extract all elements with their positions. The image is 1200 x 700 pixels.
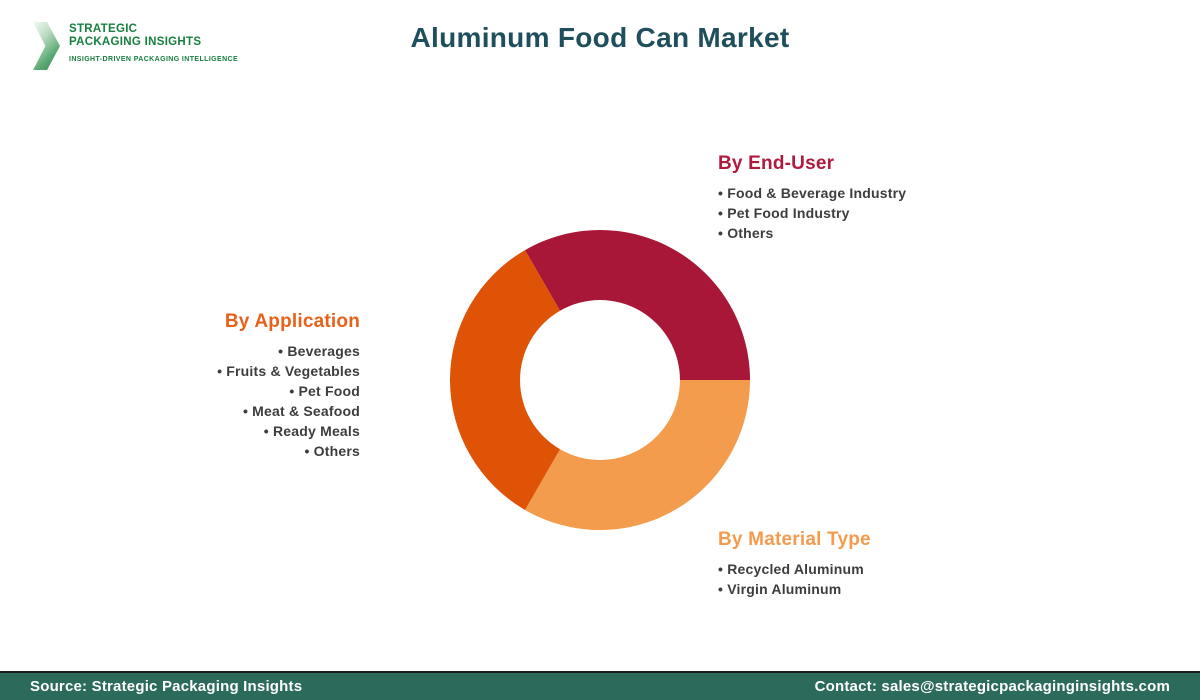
segment-list-material-type: Recycled AluminumVirgin Aluminum xyxy=(718,559,998,599)
list-item: Others xyxy=(120,441,360,461)
segment-heading-material-type: By Material Type xyxy=(718,529,871,550)
segment-heading-end-user: By End-User xyxy=(718,153,835,174)
brand-tagline: INSIGHT-DRIVEN PACKAGING INTELLIGENCE xyxy=(69,56,239,63)
donut-segment-by-application xyxy=(450,250,561,510)
list-item: Food & Beverage Industry xyxy=(718,183,998,203)
donut-segment-by-end-user xyxy=(525,230,750,380)
donut-segment-by-material-type xyxy=(525,379,750,530)
segment-block-application: By Application BeveragesFruits & Vegetab… xyxy=(120,311,360,461)
list-item: Pet Food Industry xyxy=(718,203,998,223)
donut-chart xyxy=(450,230,750,530)
list-item: Fruits & Vegetables xyxy=(120,361,360,381)
segment-block-end-user: By End-User Food & Beverage IndustryPet … xyxy=(718,153,998,243)
list-item: Pet Food xyxy=(120,381,360,401)
segment-block-material-type: By Material Type Recycled AluminumVirgin… xyxy=(718,529,998,599)
donut-chart-container xyxy=(450,230,750,530)
list-item: Ready Meals xyxy=(120,421,360,441)
footer-contact: Contact: sales@strategicpackaginginsight… xyxy=(814,678,1170,695)
list-item: Meat & Seafood xyxy=(120,401,360,421)
list-item: Others xyxy=(718,223,998,243)
list-item: Virgin Aluminum xyxy=(718,579,998,599)
segment-heading-application: By Application xyxy=(224,311,360,332)
brand-text: STRATEGIC PACKAGING INSIGHTS INSIGHT-DRI… xyxy=(69,20,238,64)
segment-list-end-user: Food & Beverage IndustryPet Food Industr… xyxy=(718,183,998,243)
brand-name-line1: STRATEGIC xyxy=(69,23,138,35)
page-title: Aluminum Food Can Market xyxy=(410,22,790,53)
footer-bar: Source: Strategic Packaging Insights Con… xyxy=(0,671,1200,700)
brand-name-line2: PACKAGING INSIGHTS xyxy=(69,36,202,48)
segment-list-application: BeveragesFruits & VegetablesPet FoodMeat… xyxy=(120,341,360,461)
brand-logo: STRATEGIC PACKAGING INSIGHTS INSIGHT-DRI… xyxy=(33,20,238,70)
footer-source: Source: Strategic Packaging Insights xyxy=(30,678,303,695)
list-item: Recycled Aluminum xyxy=(718,559,998,579)
list-item: Beverages xyxy=(120,341,360,361)
